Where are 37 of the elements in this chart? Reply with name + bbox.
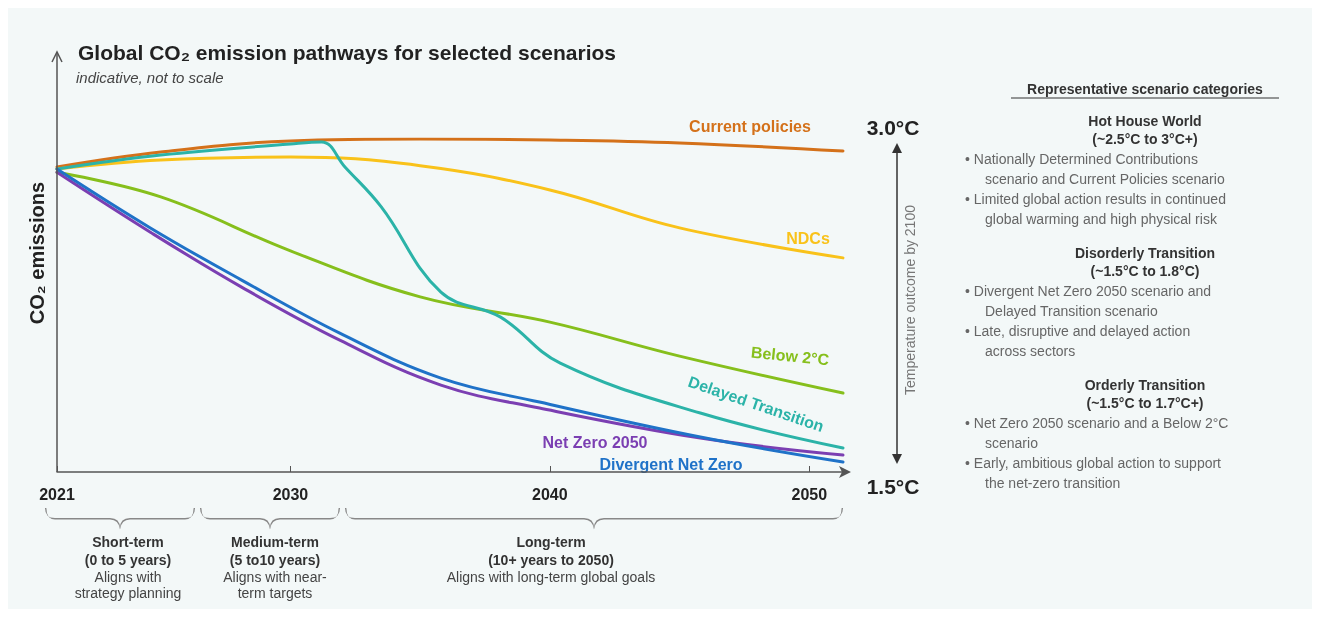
text: Aligns with strategy planning xyxy=(74,569,182,601)
x-tick-label: 2040 xyxy=(532,485,568,503)
x-tick-label: 2030 xyxy=(272,485,309,503)
text: • Nationally Determined Contributions scenario and Current Policies scenario xyxy=(965,151,1225,187)
text: 3.0°C xyxy=(866,115,920,139)
text: (~1.5°C to 1.7°C+) xyxy=(1086,395,1204,411)
chart-title: Global CO₂ emission pathways for selected scenarios xyxy=(78,41,617,64)
text: Aligns with long-term global goals xyxy=(446,569,656,585)
chart-subtitle: indicative, not to scale xyxy=(76,69,224,86)
text: (10+ years to 2050) xyxy=(488,552,614,568)
series-label: Divergent Net Zero xyxy=(599,455,743,473)
text: (0 to 5 years) xyxy=(84,552,172,568)
text: • Limited global action results in continued global warming and high physical risk xyxy=(965,191,1226,227)
text: • Early, ambitious global action to support the net-zero transition xyxy=(965,455,1222,491)
text: Medium-term xyxy=(231,534,319,550)
text: Disorderly Transition xyxy=(1074,245,1216,261)
text: Representative scenario categories xyxy=(1027,81,1264,97)
text: Orderly Transition xyxy=(1084,377,1206,393)
text: Temperature outcome by 2100 xyxy=(902,204,918,395)
series-label: Net Zero 2050 xyxy=(542,433,648,451)
text: Below 2°C xyxy=(750,343,831,369)
text: (5 to10 years) xyxy=(229,552,321,568)
series-label: Current policies xyxy=(689,117,811,135)
text: • Divergent Net Zero 2050 scenario and Delayed Transition scenario xyxy=(965,283,1212,319)
y-axis-title: CO₂ emissions xyxy=(26,181,48,325)
text: 1.5°C xyxy=(866,474,920,498)
text: • Late, disruptive and delayed action across sectors xyxy=(965,323,1191,359)
x-tick-label: 2021 xyxy=(39,485,75,503)
x-tick-label: 2050 xyxy=(791,485,828,503)
text: • Net Zero 2050 scenario and a Below 2°C scenario xyxy=(965,415,1229,451)
text: Aligns with near- term targets xyxy=(223,569,328,601)
text: Short-term xyxy=(92,534,164,550)
series-label: NDCs xyxy=(786,229,830,247)
text: (~2.5°C to 3°C+) xyxy=(1092,131,1198,147)
text: Hot House World xyxy=(1088,113,1202,129)
text: (~1.5°C to 1.8°C) xyxy=(1090,263,1200,279)
text: Long-term xyxy=(516,534,586,550)
